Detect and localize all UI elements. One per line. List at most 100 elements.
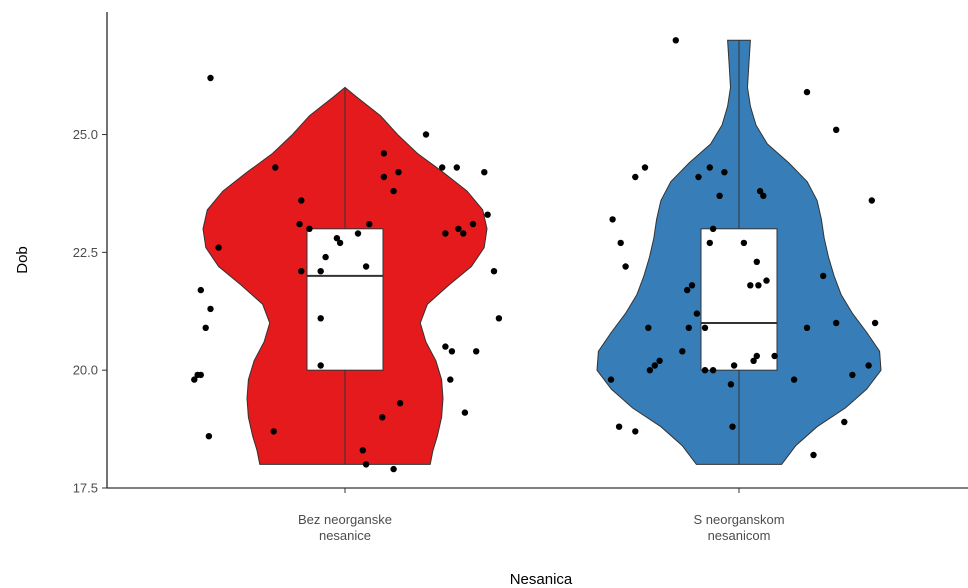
data-point: [461, 409, 469, 416]
data-point: [270, 428, 277, 435]
data-point: [868, 197, 875, 204]
data-point: [298, 268, 305, 275]
violin-group-bez: [191, 74, 503, 473]
data-point: [871, 319, 879, 327]
data-point: [656, 357, 663, 364]
data-point: [439, 164, 446, 171]
data-point: [709, 225, 717, 232]
data-point: [833, 126, 840, 133]
data-point: [729, 423, 736, 430]
data-point: [632, 173, 639, 181]
data-point: [336, 239, 344, 247]
data-point: [810, 451, 817, 459]
data-point: [215, 244, 222, 251]
data-point: [272, 164, 279, 171]
data-point: [455, 225, 462, 232]
data-point: [701, 324, 709, 331]
data-point: [820, 272, 827, 280]
data-point: [679, 348, 686, 355]
data-point: [693, 310, 701, 317]
data-point: [333, 235, 341, 242]
data-point: [447, 376, 454, 383]
plot-area: [191, 37, 882, 473]
data-point: [753, 258, 760, 265]
data-point: [609, 216, 616, 223]
x-tick-label-s: S neorganskom nesanicom: [693, 512, 784, 543]
data-point: [833, 319, 840, 327]
data-point: [701, 367, 709, 374]
data-point: [865, 362, 872, 369]
data-point: [695, 173, 702, 181]
data-point: [716, 192, 723, 199]
data-point: [442, 230, 449, 237]
data-point: [448, 348, 456, 355]
x-axis: Bez neorganske nesanice S neorganskom nesan…: [107, 487, 968, 543]
data-point: [296, 220, 303, 228]
data-point: [721, 169, 728, 176]
y-tick-label: 20.0: [73, 363, 98, 378]
data-point: [490, 268, 498, 275]
data-point: [645, 324, 652, 331]
data-point: [651, 362, 658, 369]
data-point: [442, 343, 449, 350]
data-point: [473, 348, 480, 355]
data-point: [322, 253, 329, 261]
x-axis-title: Nesanica: [510, 571, 573, 588]
data-point: [750, 357, 757, 364]
y-axis: 17.5 20.0 22.5 25.0: [73, 12, 108, 496]
data-point: [207, 305, 214, 313]
data-point: [380, 173, 388, 181]
data-point: [755, 282, 762, 289]
data-point: [747, 282, 754, 289]
data-point: [740, 239, 748, 247]
data-point: [202, 324, 209, 331]
data-point: [771, 352, 778, 360]
data-point: [390, 187, 397, 195]
data-point: [685, 324, 692, 331]
data-point: [632, 428, 639, 435]
data-point: [803, 88, 811, 96]
data-point: [495, 315, 503, 322]
data-point: [672, 37, 679, 44]
y-tick-label: 17.5: [73, 481, 98, 496]
data-point: [803, 324, 811, 331]
data-point: [763, 277, 770, 284]
data-point: [469, 220, 477, 228]
data-point: [481, 169, 488, 176]
data-point: [306, 225, 313, 232]
data-point: [484, 211, 491, 218]
data-point: [317, 362, 324, 369]
y-tick-label: 25.0: [73, 127, 98, 142]
data-point: [379, 414, 386, 421]
data-point: [753, 352, 760, 360]
box-bez: [306, 228, 384, 371]
data-point: [422, 131, 430, 138]
data-point: [197, 286, 204, 294]
data-point: [684, 286, 691, 294]
data-point: [359, 447, 366, 454]
data-point: [646, 367, 654, 374]
y-tick-label: 22.5: [73, 245, 98, 260]
data-point: [395, 169, 402, 176]
data-point: [709, 367, 717, 374]
data-point: [706, 239, 713, 247]
data-point: [790, 376, 798, 383]
data-point: [641, 164, 649, 171]
x-tick-label-bez: Bez neorganske nesanice: [298, 512, 392, 543]
data-point: [607, 376, 615, 383]
data-point: [317, 315, 324, 322]
data-point: [617, 239, 624, 247]
data-point: [396, 400, 404, 407]
data-point: [756, 187, 764, 195]
data-point: [207, 74, 214, 82]
data-point: [730, 362, 738, 369]
data-point: [727, 381, 735, 388]
data-point: [317, 268, 324, 275]
data-point: [191, 376, 198, 383]
data-point: [380, 150, 388, 157]
data-point: [460, 230, 467, 237]
violin-group-s: [596, 37, 882, 465]
data-point: [362, 263, 370, 270]
data-point: [760, 192, 767, 199]
